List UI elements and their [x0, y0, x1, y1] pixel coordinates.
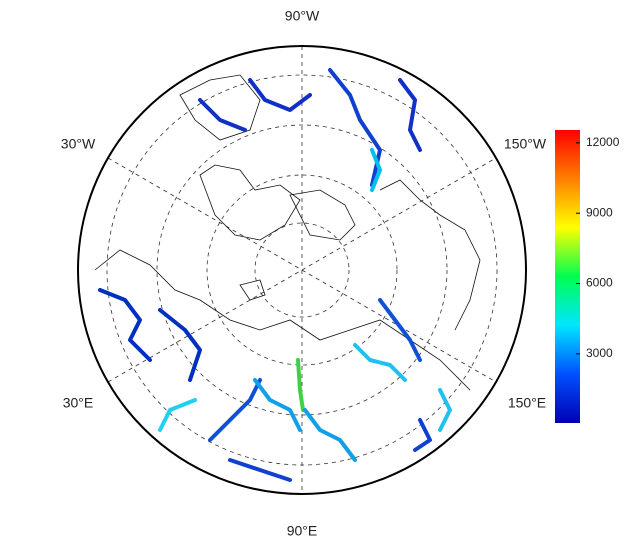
longitude-label: 150°W	[504, 136, 547, 152]
colorbar: 3000 6000 9000 12000	[555, 130, 620, 423]
map-body	[94, 46, 498, 494]
longitude-label: 90°W	[285, 8, 320, 24]
longitude-label: 150°E	[508, 395, 546, 411]
colorbar-tick-label: 12000	[586, 135, 620, 149]
colorbar-tick-label: 3000	[586, 346, 613, 360]
colorbar-tick-label: 6000	[586, 276, 613, 290]
graticule	[106, 46, 498, 494]
longitude-label: 90°E	[287, 523, 318, 539]
longitude-label: 30°W	[61, 136, 96, 152]
colorbar-scale	[555, 130, 580, 423]
map-border	[77, 45, 527, 495]
colorbar-tick-label: 9000	[586, 205, 613, 219]
coastlines	[94, 74, 481, 391]
rivers	[98, 68, 452, 482]
longitude-label: 30°E	[63, 395, 94, 411]
